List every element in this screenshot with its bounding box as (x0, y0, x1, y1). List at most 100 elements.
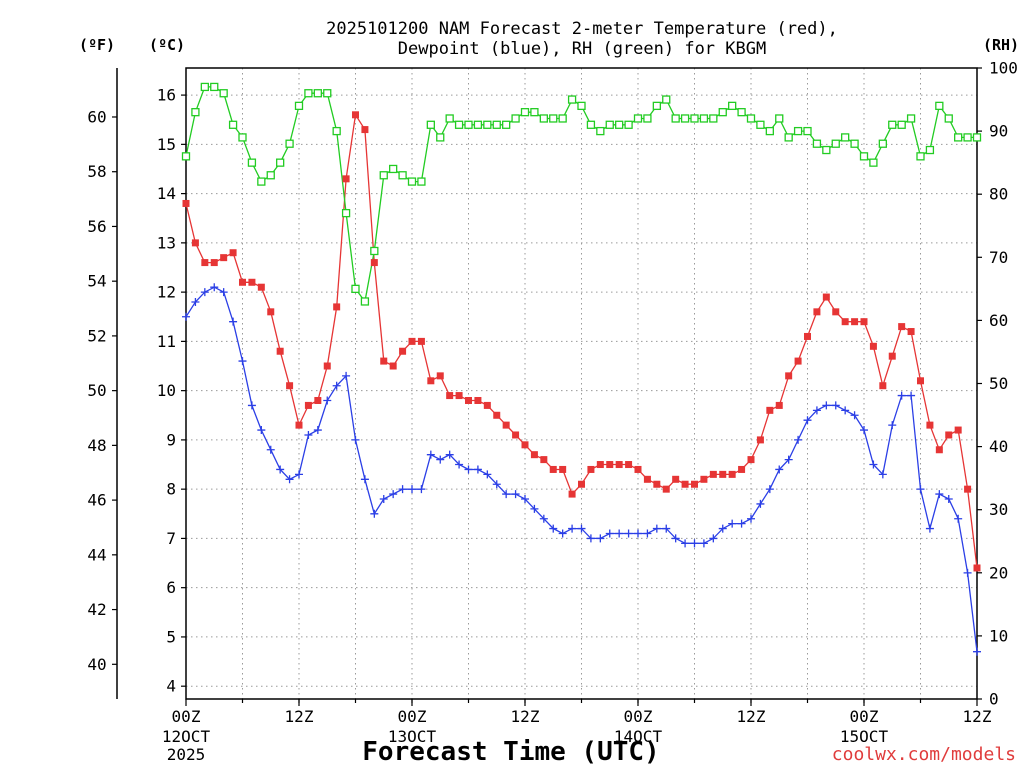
temperature-point (417, 337, 425, 345)
rh-point (313, 89, 322, 98)
temperature-point (935, 446, 943, 454)
temperature-point (295, 421, 303, 429)
x-tick-label-day: 15OCT (840, 727, 889, 746)
dewpoint-point (643, 529, 652, 538)
dewpoint-point (907, 391, 916, 400)
fahrenheit-tick-label: 60 (87, 107, 106, 126)
rh-point (332, 126, 341, 136)
temperature-point (841, 318, 849, 326)
dewpoint-point (521, 495, 529, 504)
rh-point (718, 108, 727, 117)
temperature-point (653, 480, 661, 488)
temperature-point (691, 480, 698, 488)
rh-point (643, 114, 652, 123)
rh-point (426, 120, 435, 129)
dewpoint-point (841, 406, 850, 415)
temperature-point (408, 337, 416, 345)
dewpoint-point (954, 514, 963, 523)
dewpoint-point (935, 490, 944, 499)
temperature-point (634, 465, 642, 473)
dewpoint-point (681, 539, 690, 548)
dewpoint-point (342, 371, 351, 380)
rh-point (379, 171, 388, 180)
temperature-point (719, 470, 727, 478)
rh-point (737, 108, 746, 117)
dewpoint-point (737, 519, 746, 528)
dewpoint-point (925, 524, 934, 533)
x-tick-label-hour: 00Z (850, 707, 879, 726)
rh-point (888, 120, 897, 129)
rh-point (746, 114, 756, 123)
dewpoint-point (963, 568, 972, 577)
dewpoint-point (728, 519, 737, 528)
rh-point (577, 101, 586, 111)
fahrenheit-tick-label: 48 (87, 436, 106, 455)
temperature-point (832, 308, 840, 316)
temperature-point (559, 465, 567, 473)
grid (186, 68, 977, 699)
dewpoint-point (577, 524, 586, 533)
x-axis-title: Forecast Time (UTC) (362, 737, 659, 767)
temperature-point (879, 382, 887, 390)
temperature-point (898, 323, 906, 331)
dewpoint-point (379, 495, 388, 504)
dewpoint-point (370, 509, 379, 518)
fahrenheit-tick-label: 50 (87, 381, 106, 400)
dewpoint-point (191, 297, 200, 306)
temperature-point (314, 396, 322, 404)
dewpoint-point (822, 401, 831, 410)
dewpoint-point (699, 539, 708, 548)
celsius-tick-label: 14 (157, 184, 176, 203)
rh-point (850, 139, 859, 148)
rh-point (793, 126, 803, 136)
rh-point (464, 120, 473, 129)
dewpoint-point (860, 426, 868, 435)
rh-point (219, 89, 228, 98)
temperature-point (794, 357, 802, 365)
rh-tick-label: 0 (989, 690, 999, 709)
rh-point (181, 152, 191, 161)
temperature-point (483, 401, 491, 409)
rh-point (407, 177, 417, 186)
rh-point (596, 126, 605, 136)
celsius-tick-label: 7 (166, 529, 176, 548)
temperature-point (370, 259, 378, 267)
rh-point (539, 114, 548, 123)
temperature-point (239, 278, 246, 286)
temperature-point (276, 347, 284, 355)
dewpoint-point (634, 529, 642, 538)
x-tick-label-hour: 12Z (511, 707, 540, 726)
temperature-point (399, 347, 407, 355)
dewpoint-point (897, 391, 906, 400)
fahrenheit-tick-label: 42 (87, 600, 106, 619)
temperature-point (465, 396, 472, 404)
rh-point (652, 101, 661, 111)
rh-point (549, 114, 558, 123)
rh-point (935, 101, 944, 111)
dewpoint-point (389, 490, 398, 499)
temperature-point (267, 308, 275, 316)
temperature-point (182, 199, 190, 207)
rh-point (944, 114, 953, 123)
temperature-point (907, 328, 915, 336)
rh-point (304, 89, 313, 98)
data-series (181, 82, 982, 656)
dewpoint-point (304, 430, 313, 439)
dewpoint-point (530, 504, 539, 513)
rh-point (323, 89, 332, 98)
rh-point (878, 139, 887, 148)
dewpoint-point (747, 514, 755, 523)
rh-point (445, 114, 454, 123)
dewpoint-point (944, 495, 953, 504)
rh-point (502, 120, 511, 129)
rh-point (831, 139, 840, 148)
temperature-point (502, 421, 510, 429)
dewpoint-point (483, 470, 492, 479)
rh-point (520, 108, 530, 117)
rh-point (633, 114, 643, 123)
dewpoint-point (219, 288, 228, 297)
dewpoint-point (200, 288, 209, 297)
temperature-point (804, 332, 811, 340)
rh-point (294, 101, 304, 111)
temperature-point (352, 111, 359, 119)
